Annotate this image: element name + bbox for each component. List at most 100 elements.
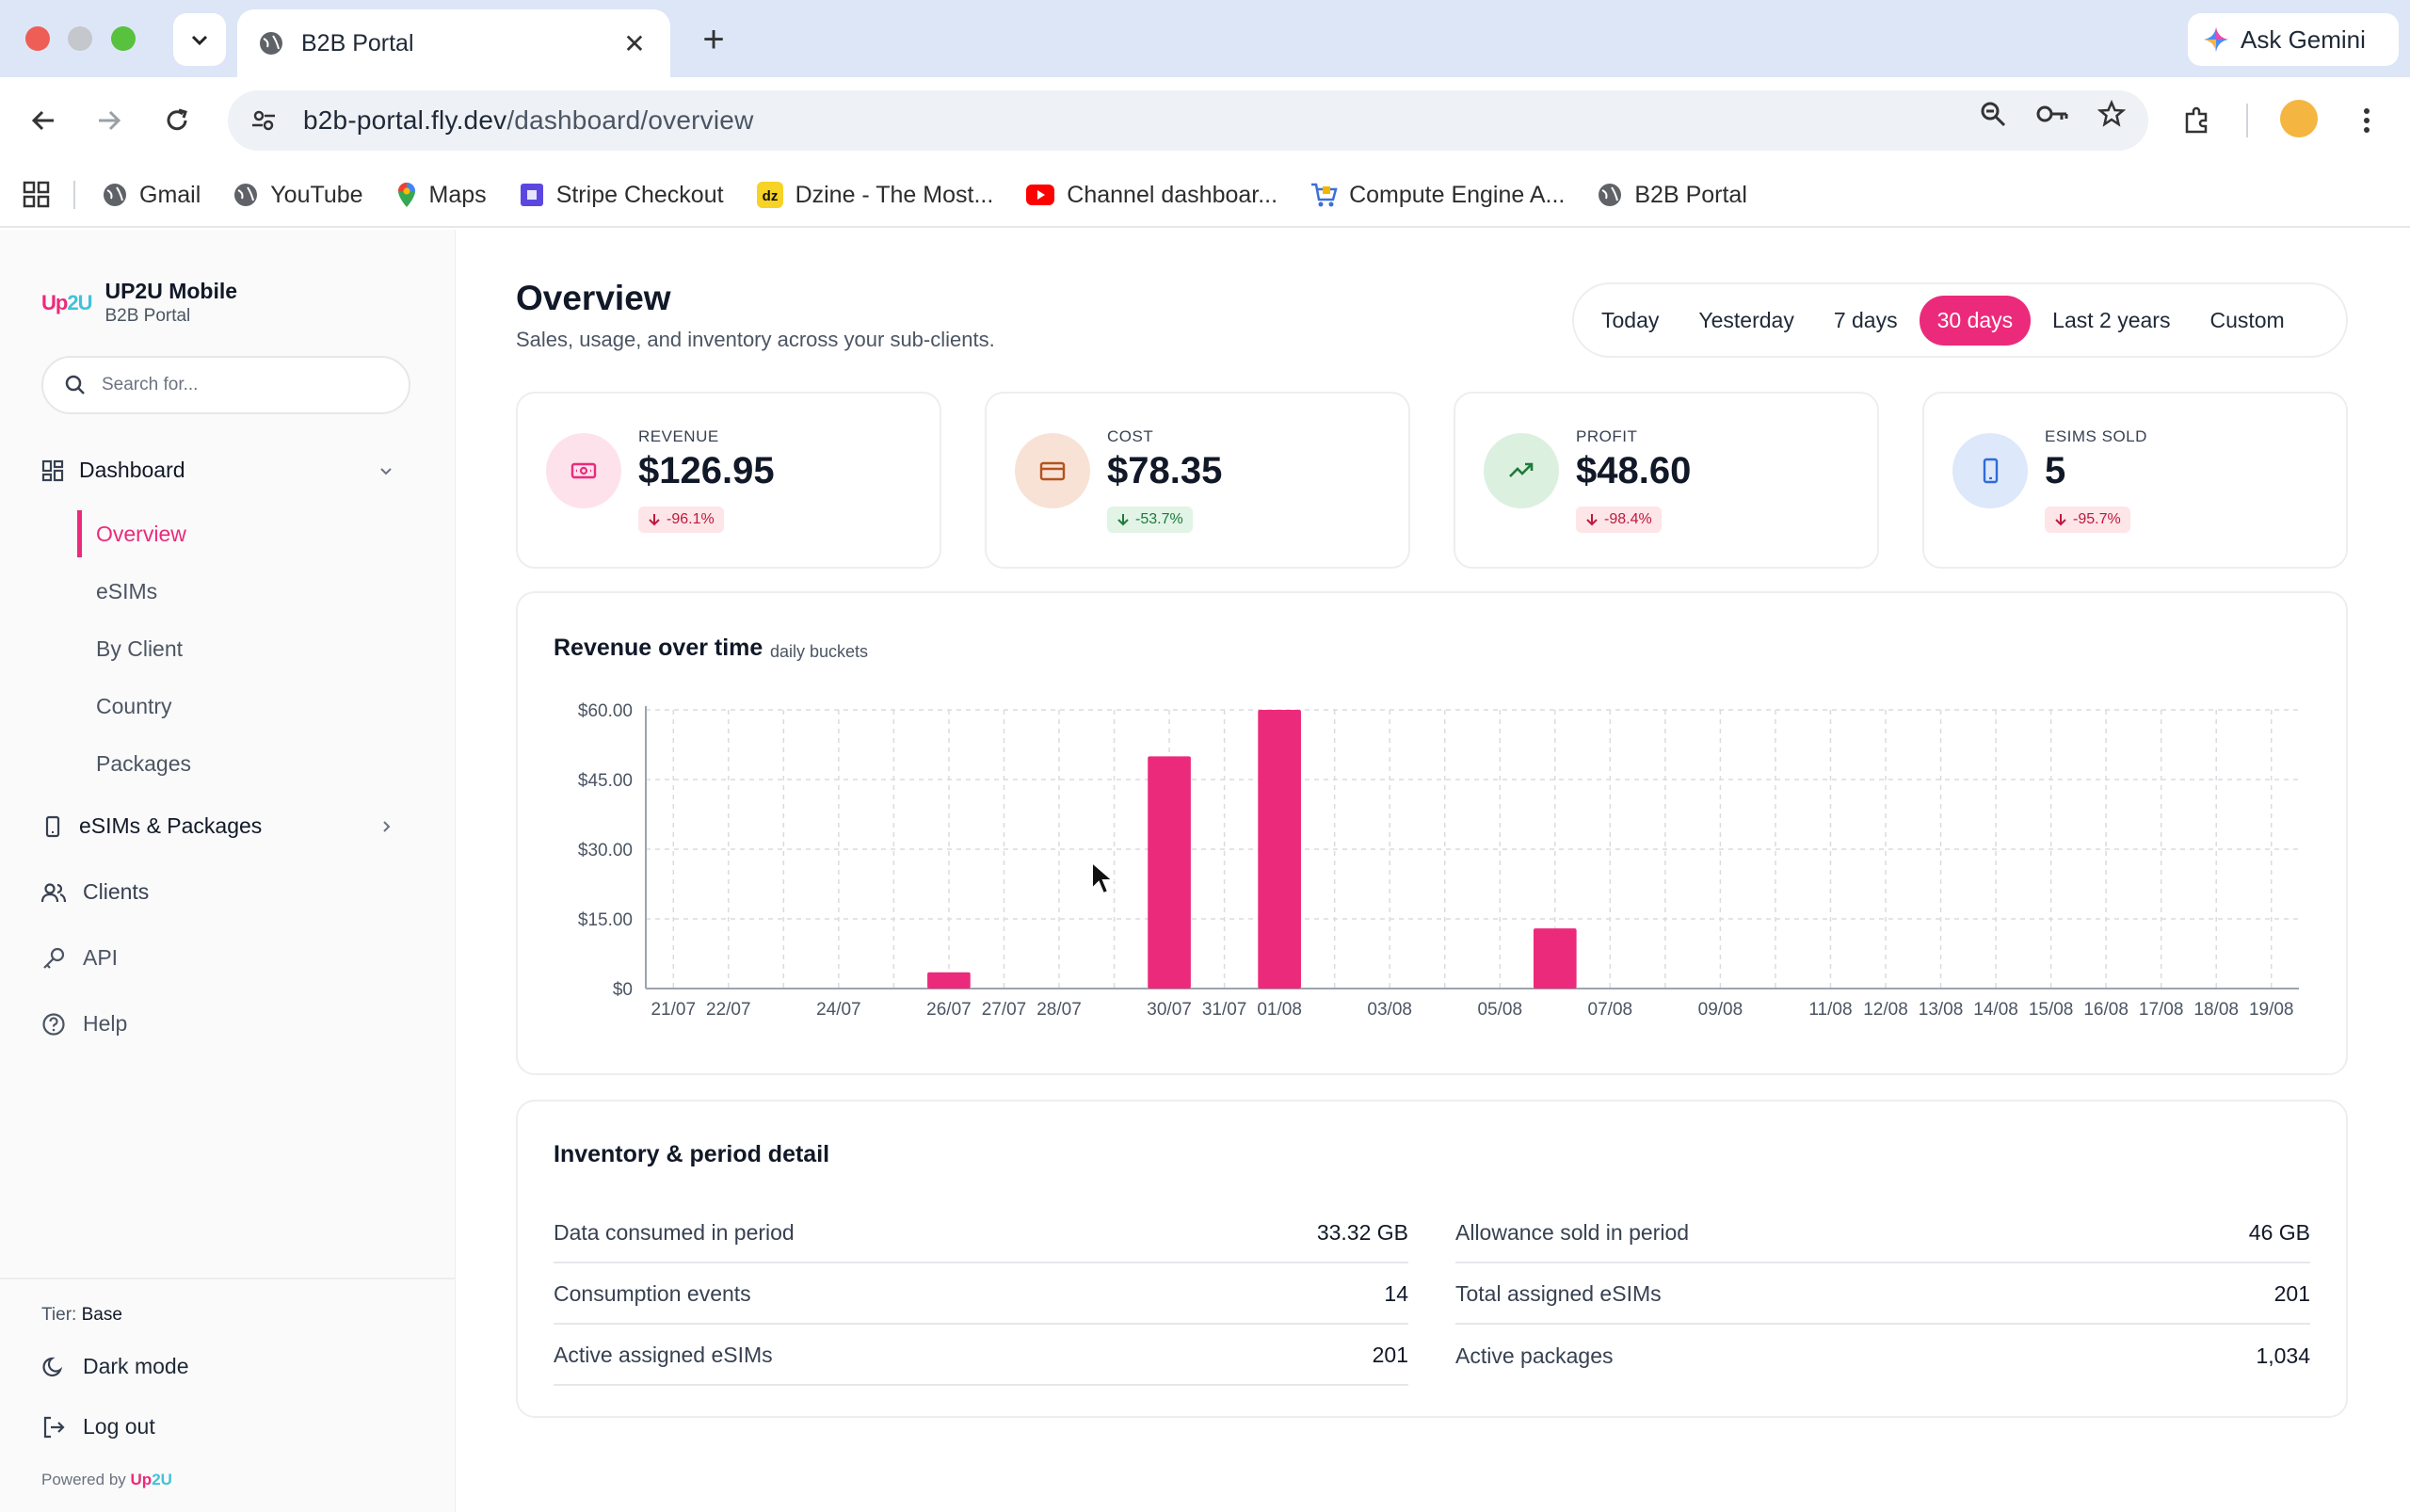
range-30-days[interactable]: 30 days bbox=[1919, 295, 2032, 346]
powered-prefix: Powered by bbox=[41, 1471, 126, 1488]
powered-logo[interactable]: Up2U bbox=[130, 1471, 172, 1488]
kpi-value: 5 bbox=[2045, 450, 2066, 491]
reload-button[interactable] bbox=[154, 98, 200, 143]
mouse-cursor-icon bbox=[1091, 861, 1115, 895]
inventory-title: Inventory & period detail bbox=[554, 1141, 830, 1167]
credit-card-icon bbox=[1039, 461, 1066, 481]
chart-x-tick-label: 21/07 bbox=[651, 1000, 696, 1020]
arrow-right-icon bbox=[99, 110, 121, 131]
range-custom[interactable]: Custom bbox=[2209, 307, 2285, 332]
key-icon[interactable] bbox=[2035, 100, 2069, 128]
dark-mode-toggle[interactable]: Dark mode bbox=[41, 1354, 188, 1379]
tab-search-button[interactable] bbox=[173, 13, 226, 66]
chevron-right-icon bbox=[383, 820, 391, 832]
sidebar-item-label: API bbox=[83, 945, 119, 970]
chart-x-tick-label: 07/08 bbox=[1588, 1000, 1633, 1020]
chart-x-tick-label: 31/07 bbox=[1202, 1000, 1247, 1020]
sidebar-search-input[interactable] bbox=[102, 375, 384, 395]
chart-x-tick-label: 17/08 bbox=[2139, 1000, 2184, 1020]
range-last-2-years[interactable]: Last 2 years bbox=[2052, 307, 2171, 332]
new-tab-button[interactable]: + bbox=[702, 19, 725, 60]
bookmark-maps[interactable]: Maps bbox=[395, 181, 487, 209]
bookmark-label: Maps bbox=[428, 181, 487, 208]
sidebar-item-label: eSIMs & Packages bbox=[79, 813, 263, 838]
chart-x-tick-label: 13/08 bbox=[1919, 1000, 1964, 1020]
kpi-change-badge: -95.7% bbox=[2045, 507, 2130, 533]
bookmark-label: YouTube bbox=[270, 181, 363, 208]
bookmark-label: Channel dashboar... bbox=[1067, 181, 1278, 208]
chart-bar bbox=[1533, 928, 1577, 989]
window-close-button[interactable] bbox=[25, 26, 50, 51]
address-bar[interactable]: b2b-portal.fly.dev/dashboard/overview bbox=[228, 90, 2148, 151]
kpi-card-revenue: REVENUE $126.95 -96.1% bbox=[516, 392, 941, 569]
forward-button[interactable] bbox=[87, 98, 132, 143]
kpi-value: $126.95 bbox=[638, 450, 775, 491]
chart-bar bbox=[927, 972, 971, 989]
bookmark-channel-dashboard[interactable]: Channel dashboar... bbox=[1025, 182, 1277, 209]
menu-button[interactable] bbox=[2344, 98, 2389, 143]
sidebar-subitem-esims[interactable]: eSIMs bbox=[96, 578, 158, 603]
zoom-icon[interactable] bbox=[1979, 100, 2007, 128]
inventory-label: Active assigned eSIMs bbox=[554, 1342, 773, 1367]
range-today[interactable]: Today bbox=[1601, 307, 1660, 332]
window-maximize-button[interactable] bbox=[111, 26, 136, 51]
browser-tab[interactable]: B2B Portal ✕ bbox=[237, 9, 670, 77]
bookmark-dzine[interactable]: dz Dzine - The Most... bbox=[756, 181, 993, 209]
bookmark-compute-engine[interactable]: Compute Engine A... bbox=[1309, 181, 1565, 209]
inventory-row: Allowance sold in period 46 GB bbox=[1455, 1203, 2310, 1263]
back-button[interactable] bbox=[21, 98, 66, 143]
ask-gemini-button[interactable]: Ask Gemini bbox=[2188, 13, 2399, 66]
chart-y-tick-label: $45.00 bbox=[578, 771, 633, 791]
page-subtitle: Sales, usage, and inventory across your … bbox=[516, 328, 995, 351]
inventory-value: 46 GB bbox=[2248, 1219, 2310, 1245]
address-bar-actions bbox=[1979, 100, 2126, 128]
sidebar-subitem-country[interactable]: Country bbox=[96, 693, 172, 718]
bookmark-b2b-portal[interactable]: B2B Portal bbox=[1597, 182, 1747, 209]
profile-avatar[interactable] bbox=[2280, 100, 2318, 137]
sidebar-item-dashboard[interactable]: Dashboard bbox=[41, 458, 394, 483]
kpi-change-badge: -53.7% bbox=[1107, 507, 1193, 533]
apps-grid-icon[interactable] bbox=[23, 181, 51, 209]
extensions-button[interactable] bbox=[2175, 98, 2220, 143]
sidebar-item-help[interactable]: Help bbox=[41, 1011, 127, 1037]
sidebar-divider bbox=[0, 1278, 456, 1279]
logout-button[interactable]: Log out bbox=[41, 1414, 155, 1440]
chart-x-tick-label: 12/08 bbox=[1863, 1000, 1908, 1020]
chart-subtitle: daily buckets bbox=[770, 642, 869, 661]
range-7-days[interactable]: 7 days bbox=[1833, 307, 1898, 332]
puzzle-icon bbox=[2185, 106, 2208, 134]
kpi-label: REVENUE bbox=[638, 427, 719, 445]
inventory-value: 201 bbox=[1372, 1342, 1408, 1367]
tab-close-icon[interactable]: ✕ bbox=[623, 28, 646, 58]
sidebar-subitem-by-client[interactable]: By Client bbox=[96, 635, 184, 661]
inventory-row: Consumption events 14 bbox=[554, 1264, 1408, 1325]
globe-icon bbox=[1599, 184, 1622, 206]
bookmark-youtube[interactable]: YouTube bbox=[233, 181, 363, 209]
svg-text:dz: dz bbox=[762, 188, 778, 204]
brand-logo: Up2U bbox=[41, 290, 92, 314]
window-minimize-button[interactable] bbox=[68, 26, 92, 51]
sidebar-item-clients[interactable]: Clients bbox=[41, 879, 149, 905]
star-icon[interactable] bbox=[2097, 100, 2126, 128]
bookmark-gmail[interactable]: Gmail bbox=[102, 182, 201, 209]
bookmark-stripe-checkout[interactable]: Stripe Checkout bbox=[519, 182, 724, 209]
toolbar-divider bbox=[2246, 104, 2248, 137]
kpi-card-profit: PROFIT $48.60 -98.4% bbox=[1454, 392, 1879, 569]
map-pin-icon bbox=[397, 183, 415, 207]
sidebar-item-label: Help bbox=[83, 1011, 128, 1036]
kpi-icon-wrap bbox=[1015, 433, 1090, 508]
inventory-value: 1,034 bbox=[2256, 1343, 2310, 1368]
sidebar-item-api[interactable]: API bbox=[41, 945, 118, 971]
youtube-icon bbox=[1026, 185, 1055, 205]
sidebar-subitem-packages[interactable]: Packages bbox=[96, 750, 192, 776]
stripe-icon bbox=[520, 184, 543, 206]
sidebar-item-esims-packages[interactable]: eSIMs & Packages bbox=[41, 813, 394, 839]
inventory-row: Data consumed in period 33.32 GB bbox=[554, 1203, 1408, 1263]
brand[interactable]: Up2U UP2U Mobile B2B Portal bbox=[41, 279, 237, 327]
chart-bar bbox=[1148, 756, 1191, 989]
range-yesterday[interactable]: Yesterday bbox=[1698, 307, 1794, 332]
chart-x-tick-label: 03/08 bbox=[1367, 1000, 1412, 1020]
chart-x-tick-label: 11/08 bbox=[1808, 1000, 1852, 1020]
chart-x-tick-label: 27/07 bbox=[982, 1000, 1027, 1020]
sidebar-subitem-overview[interactable]: Overview bbox=[77, 510, 397, 557]
